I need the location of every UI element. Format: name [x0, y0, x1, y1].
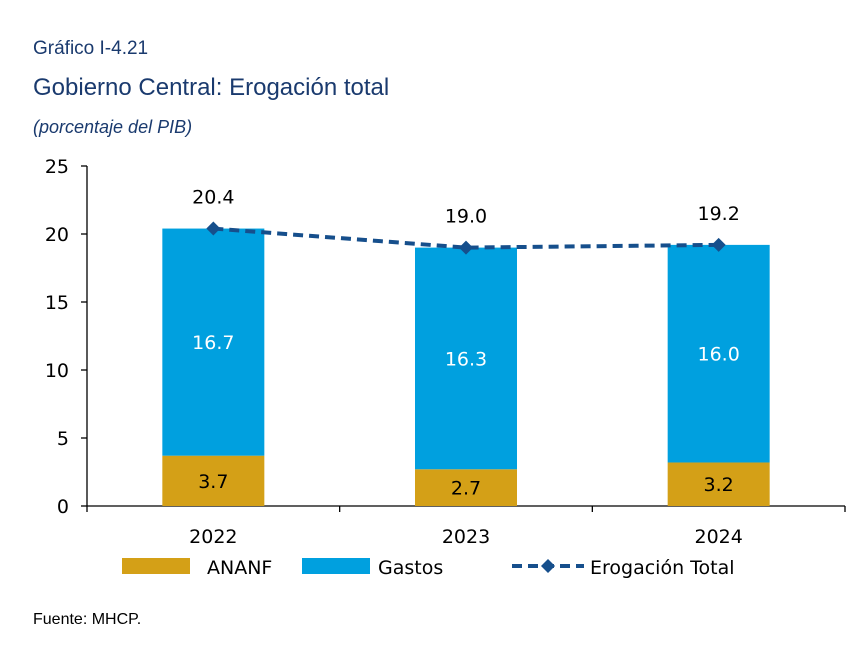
- data-label-erogacion-total: 19.2: [698, 203, 740, 225]
- chart-title: Gobierno Central: Erogación total: [33, 74, 390, 101]
- y-tick-label: 5: [57, 428, 69, 450]
- y-tick-label: 0: [57, 496, 69, 518]
- legend-label-gastos: Gastos: [378, 557, 443, 579]
- bar-ananf: [162, 455, 265, 506]
- data-label-erogacion-total: 20.4: [192, 187, 234, 209]
- y-tick-label: 20: [45, 224, 69, 246]
- x-tick-label: 2024: [694, 526, 742, 548]
- legend-label-erogacion-total: Erogación Total: [590, 557, 735, 579]
- chart-canvas: 0 5 10 15 20 25 2022 2023 2024 3.7 16.7 2.7 16.3 3.2 1…: [45, 156, 846, 579]
- x-tick-label: 2022: [189, 526, 237, 548]
- x-tick-label: 2023: [442, 526, 490, 548]
- bar-gastos: [415, 247, 517, 470]
- chart-subtitle: (porcentaje del PIB): [33, 117, 193, 137]
- erogacion-total-marker: [711, 237, 726, 252]
- legend-marker-erogacion-total: [541, 559, 555, 573]
- bar-ananf: [415, 469, 517, 506]
- data-label-gastos: 16.7: [192, 332, 234, 354]
- y-tick-label: 25: [45, 156, 69, 178]
- data-label-gastos: 16.0: [698, 344, 740, 366]
- bar-ananf: [667, 462, 770, 506]
- y-tick-label: 10: [45, 360, 69, 382]
- bar-gastos: [667, 244, 770, 463]
- bar-gastos: [162, 228, 265, 456]
- data-label-gastos: 16.3: [445, 348, 487, 370]
- y-tick-label: 15: [45, 292, 69, 314]
- data-label-ananf: 3.2: [704, 474, 734, 496]
- data-label-ananf: 2.7: [451, 478, 481, 500]
- erogacion-total-line: [213, 226, 719, 250]
- legend-label-ananf: ANANF: [207, 557, 272, 579]
- data-label-erogacion-total: 19.0: [445, 206, 487, 228]
- erogacion-total-marker: [206, 221, 221, 236]
- source-note: Fuente: MHCP.: [33, 611, 142, 628]
- chart-label: Gráfico I-4.21: [33, 38, 149, 59]
- erogacion-total-marker: [459, 240, 473, 255]
- legend-swatch-gastos: [302, 558, 370, 574]
- legend-swatch-ananf: [122, 558, 190, 574]
- data-label-ananf: 3.7: [198, 471, 228, 493]
